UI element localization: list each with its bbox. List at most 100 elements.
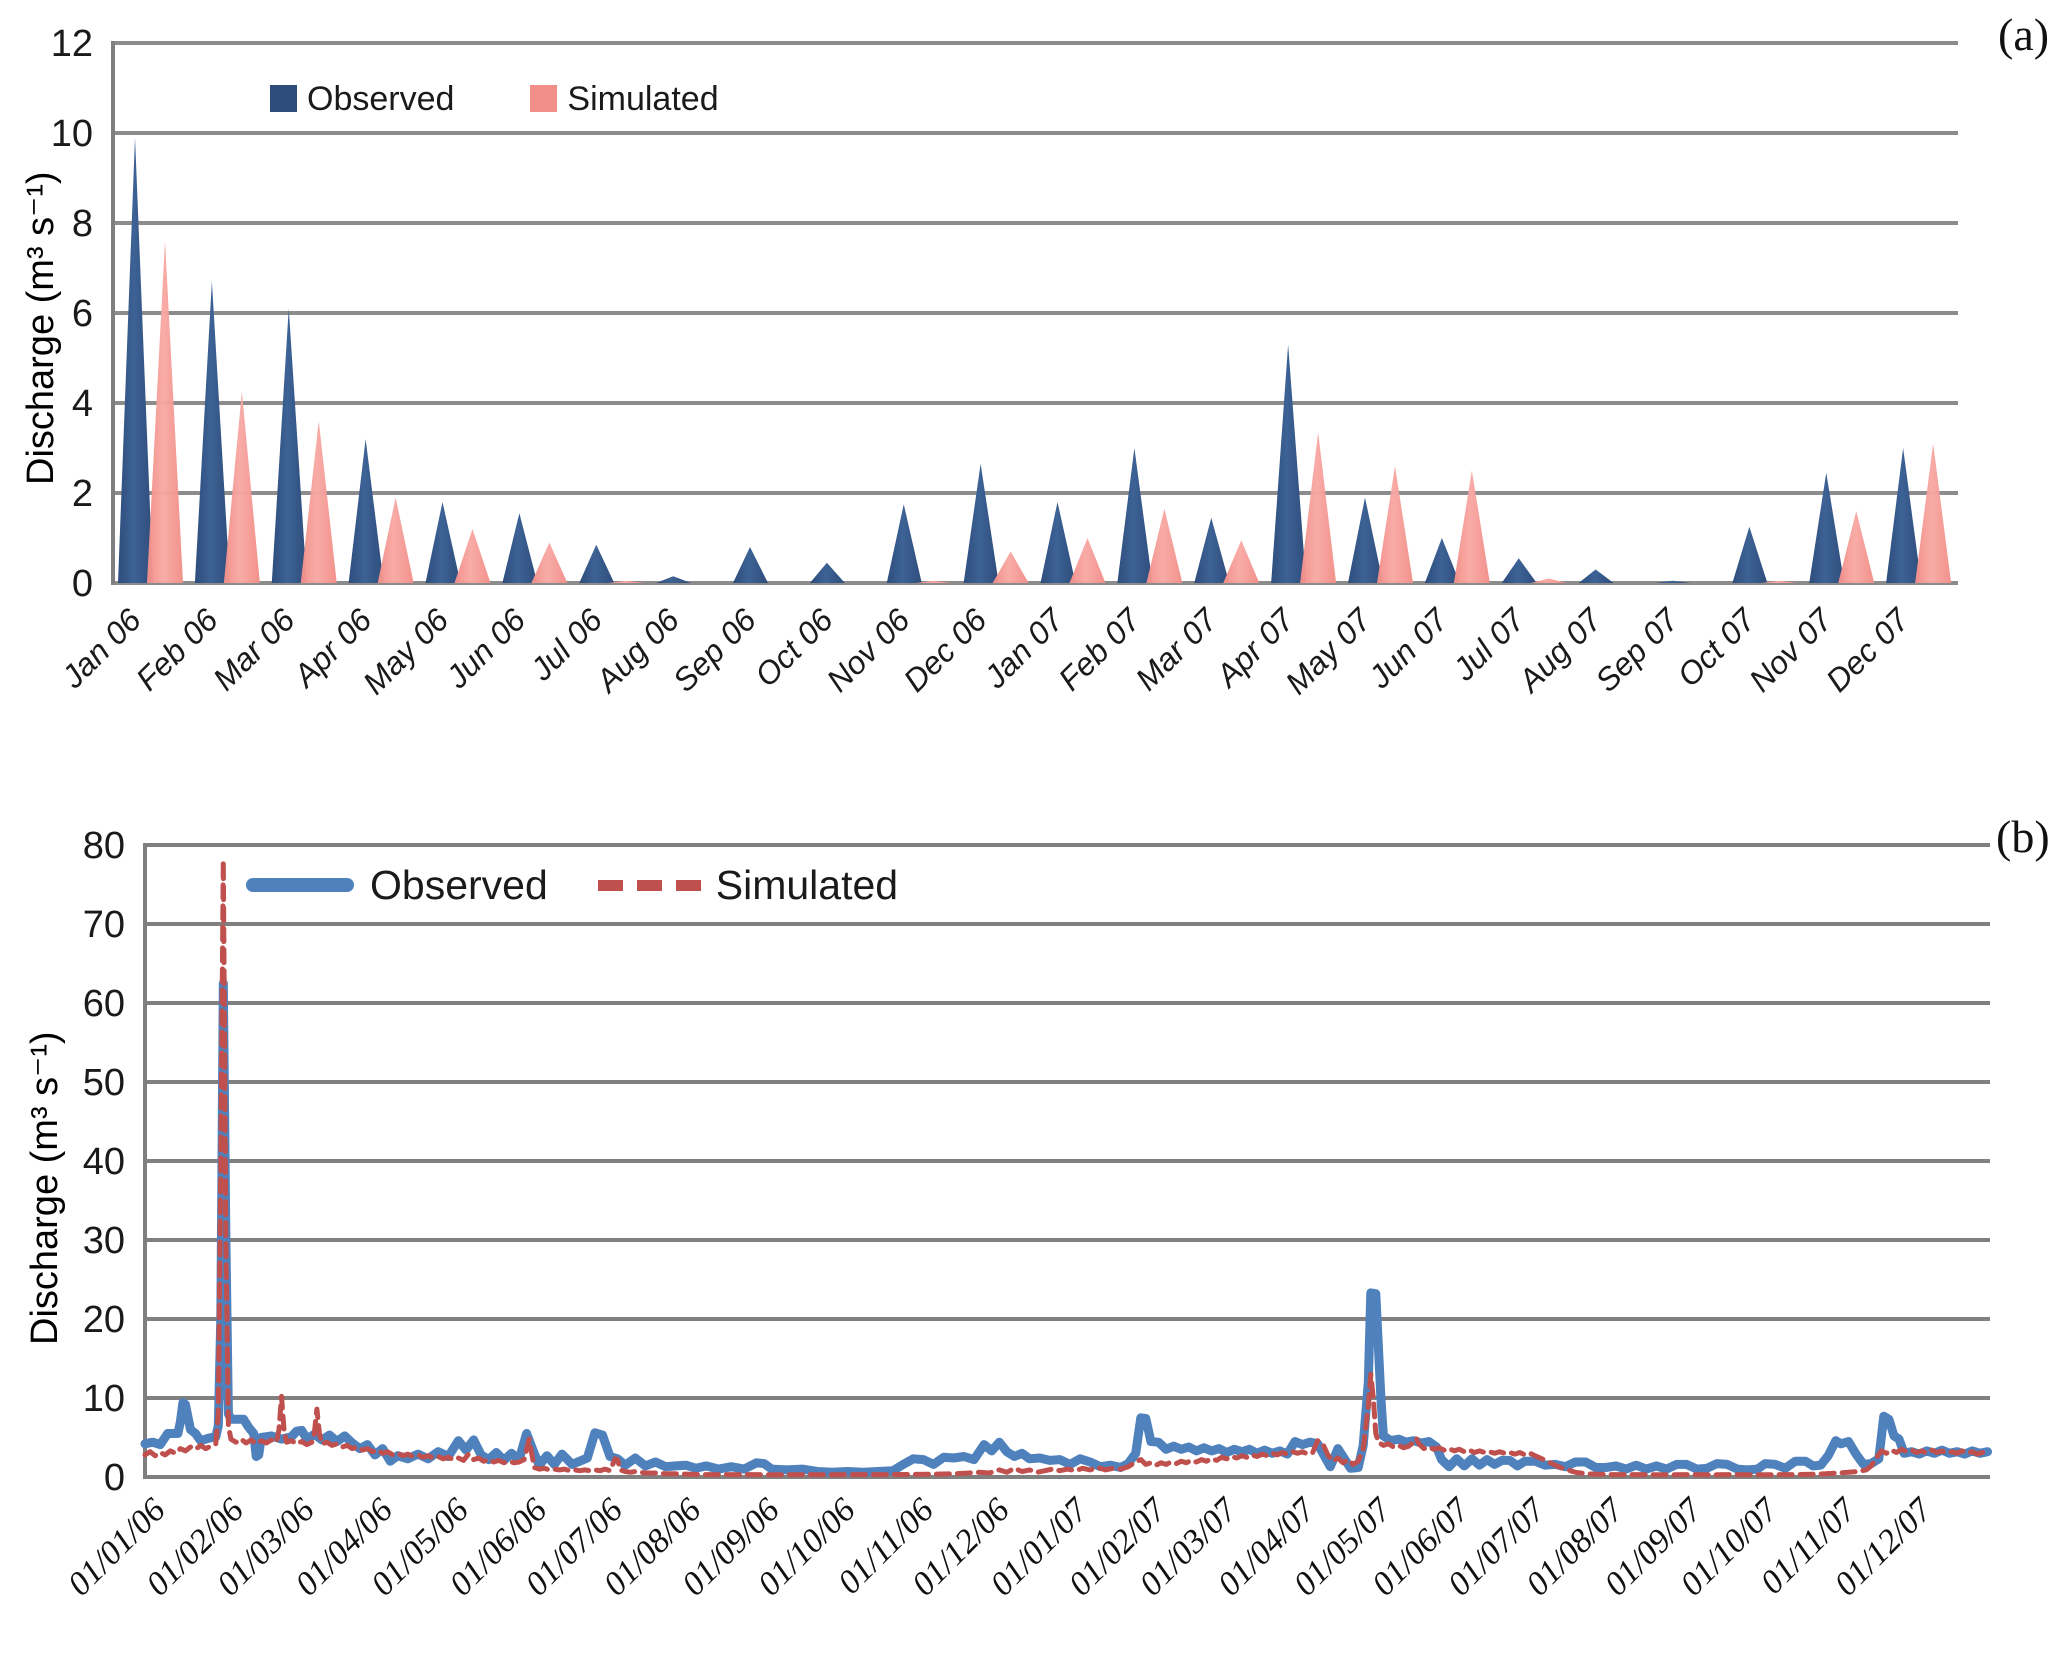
chart-a-legend-simulated: Simulated (530, 80, 719, 119)
simulated-spike (915, 580, 952, 583)
simulated-spike (1223, 540, 1260, 583)
x-tick-label: Jan 07 (976, 601, 1071, 696)
observed-spike (1732, 526, 1768, 583)
observed-spike (1809, 472, 1845, 583)
observed-spike (1117, 448, 1153, 583)
y-tick-label: 20 (83, 1299, 125, 1341)
x-tick-label: Jan 06 (54, 601, 148, 695)
x-tick-label: Dec 07 (1819, 601, 1917, 699)
chart-b-x-tick-labels: 01/01/0601/02/0601/03/0601/04/0601/05/06… (61, 1490, 1941, 1603)
chart-a-legend-simulated-label: Simulated (567, 80, 719, 118)
chart-b-gridlines (145, 843, 1990, 1479)
observed-spike (1424, 538, 1460, 583)
simulated-spike (1530, 578, 1567, 583)
chart-b: 0 10 20 30 40 50 60 70 80 01/01/0601/02/0601/03/0… (61, 825, 1992, 1603)
simulated-spike (1146, 508, 1183, 583)
simulated-spike (1377, 466, 1413, 583)
x-tick-label: Mar 07 (1128, 601, 1225, 698)
x-tick-label: Sep 06 (666, 601, 763, 698)
simulated-spike (608, 580, 645, 583)
chart-a-legend-observed: Observed (270, 80, 454, 119)
observed-spike (886, 504, 922, 583)
chart-b-y-tick-labels: 0 10 20 30 40 50 60 70 80 (83, 825, 125, 1499)
y-tick-label: 8 (72, 203, 93, 245)
x-tick-label: Aug 07 (1510, 601, 1609, 700)
y-tick-label: 0 (104, 1457, 125, 1499)
panel-a-label: (a) (1998, 9, 2050, 60)
simulated-spike (1838, 511, 1875, 583)
chart-a-series-observed (118, 137, 1922, 583)
y-tick-label: 10 (83, 1378, 125, 1420)
observed-spike (425, 502, 461, 583)
simulated-spike (531, 542, 568, 583)
chart-a-y-axis-title: Discharge (m³ s⁻¹) (20, 171, 62, 485)
observed-spike (1655, 580, 1691, 583)
x-tick-label: Jun 06 (438, 601, 532, 695)
observed-spike (118, 137, 153, 583)
chart-b-legend-observed-label: Observed (370, 862, 548, 908)
y-tick-label: 40 (83, 1141, 125, 1183)
y-tick-label: 4 (72, 383, 93, 425)
simulated-spike (1300, 432, 1337, 583)
y-tick-label: 50 (83, 1062, 125, 1104)
simulated-spike (1453, 470, 1490, 583)
y-tick-label: 12 (51, 23, 93, 65)
observed-spike (348, 439, 384, 583)
x-tick-label: Nov 07 (1742, 601, 1840, 699)
chart-b-legend-simulated-label: Simulated (715, 862, 899, 908)
x-tick-label: May 06 (356, 601, 456, 701)
observed-spike (194, 281, 230, 583)
observed-spike (1194, 517, 1230, 583)
observed-spike (963, 463, 999, 583)
simulated-spike (454, 529, 491, 583)
x-tick-label: Aug 06 (587, 601, 686, 700)
simulated-spike (377, 497, 414, 583)
chart-b-legend: Observed Simulated (246, 862, 898, 909)
observed-spike (1271, 344, 1307, 583)
chart-a-series-simulated (147, 241, 1952, 583)
chart-a-y-tick-labels: 0 2 4 6 8 10 12 (51, 23, 93, 605)
y-tick-label: 2 (72, 473, 93, 515)
observed-spike (1348, 497, 1383, 583)
observed-line-icon (246, 878, 354, 892)
chart-a-legend: Observed Simulated (270, 80, 719, 119)
observed-spike (271, 308, 307, 583)
observed-spike (1578, 569, 1614, 583)
chart-b-y-axis-title: Discharge (m³ s⁻¹) (24, 1031, 66, 1345)
observed-spike (1040, 502, 1076, 583)
simulated-spike (147, 241, 183, 583)
x-tick-label: Dec 06 (896, 601, 993, 698)
chart-a-legend-observed-label: Observed (307, 80, 455, 118)
panel-b-label: (b) (1996, 811, 2050, 862)
simulated-spike (223, 391, 260, 583)
simulated-spike (1761, 580, 1798, 583)
y-tick-label: 30 (83, 1220, 125, 1262)
observed-spike (809, 562, 845, 583)
y-tick-label: 6 (72, 293, 93, 335)
chart-b-legend-observed: Observed (246, 862, 548, 909)
x-tick-label: Feb 07 (1051, 601, 1148, 698)
y-tick-label: 10 (51, 113, 93, 155)
observed-spike (733, 547, 768, 583)
simulated-line (142, 858, 1990, 1478)
y-tick-label: 60 (83, 983, 125, 1025)
observed-spike (1501, 558, 1537, 583)
x-tick-label: Feb 06 (129, 601, 225, 697)
simulated-swatch-icon (530, 85, 558, 112)
observed-spike (579, 544, 615, 583)
simulated-spike (1915, 443, 1952, 583)
simulated-spike (992, 551, 1029, 583)
simulated-spike (1069, 538, 1106, 583)
x-tick-label: May 07 (1278, 601, 1379, 702)
simulated-dashed-line-icon (597, 880, 702, 891)
simulated-spike (300, 421, 337, 583)
x-tick-label: Jun 07 (1361, 601, 1456, 696)
chart-a-gridlines (113, 41, 1958, 585)
y-tick-label: 70 (83, 904, 125, 946)
observed-swatch-icon (270, 85, 297, 112)
y-tick-label: 80 (83, 825, 125, 867)
